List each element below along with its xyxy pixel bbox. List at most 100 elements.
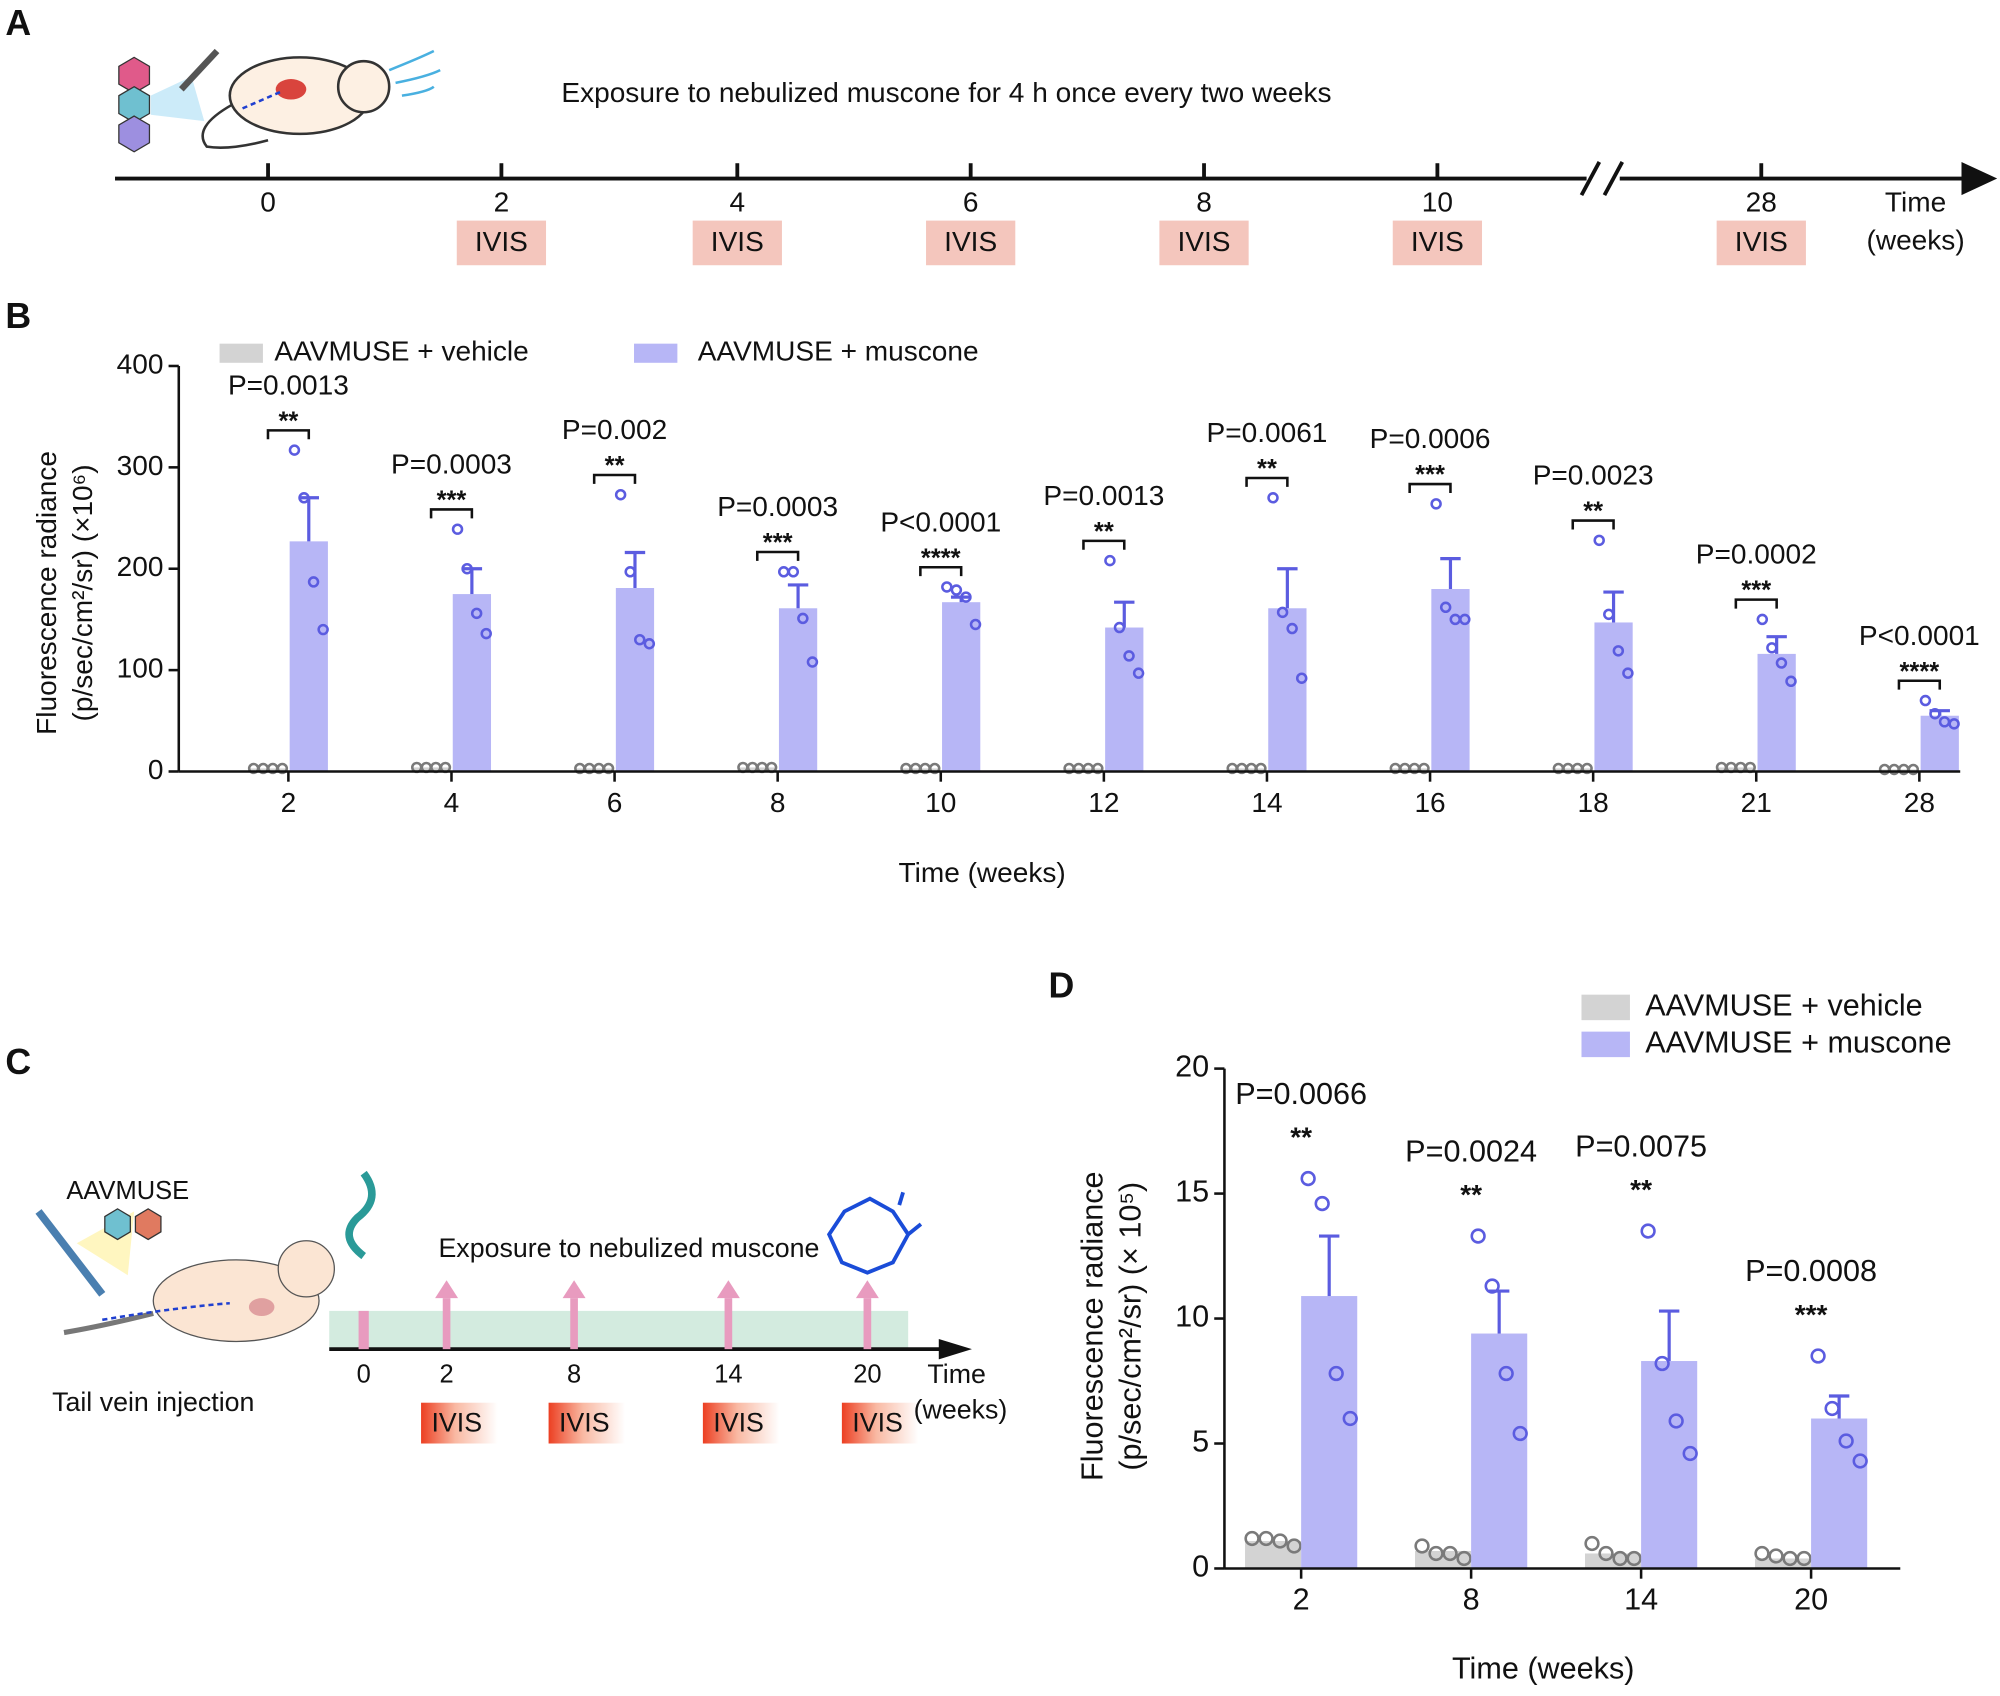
bar xyxy=(1920,715,1959,772)
data-point xyxy=(317,623,329,636)
y-tick-label: 0 xyxy=(148,754,164,785)
legend-swatch xyxy=(634,343,678,363)
data-point xyxy=(1654,1355,1670,1372)
arrowhead xyxy=(1961,161,1998,196)
significance-stars: **** xyxy=(1899,658,1939,686)
x-tick-label: 10 xyxy=(925,787,956,818)
exposure-arrow xyxy=(863,1298,872,1350)
y-tick-label: 20 xyxy=(1175,1050,1209,1084)
data-point xyxy=(1584,1535,1600,1552)
ivis-label: IVIS xyxy=(944,226,997,257)
data-point xyxy=(1430,498,1442,510)
data-point xyxy=(1756,613,1769,626)
p-value: P=0.002 xyxy=(562,414,667,445)
axis-unit: (weeks) xyxy=(1866,225,1964,256)
data-point xyxy=(1640,1223,1656,1239)
data-point xyxy=(1824,1400,1840,1417)
significance-bracket xyxy=(1408,482,1452,494)
x-tick-label: 8 xyxy=(770,787,786,818)
data-point xyxy=(1948,718,1960,730)
significance-bracket xyxy=(592,473,637,484)
significance-bracket xyxy=(755,550,800,561)
data-point xyxy=(1668,1413,1684,1429)
arrowhead xyxy=(938,1338,972,1360)
significance-bracket xyxy=(1734,598,1778,609)
significance-stars: ** xyxy=(1094,518,1114,546)
ivis-box xyxy=(702,1402,780,1444)
data-point xyxy=(1104,554,1116,567)
significance-bracket xyxy=(1897,679,1942,690)
x-axis-label: Time (weeks) xyxy=(899,857,1066,888)
data-point xyxy=(1272,1533,1288,1549)
significance-stars: *** xyxy=(1415,461,1445,489)
ivis-box xyxy=(1392,220,1483,266)
legend-label: AAVMUSE + muscone xyxy=(1645,1025,1951,1059)
data-point xyxy=(634,633,646,646)
significance-stars: *** xyxy=(437,487,467,515)
data-point xyxy=(1498,1365,1514,1382)
tick-label: 4 xyxy=(730,186,746,217)
data-point xyxy=(470,607,483,620)
significance-stars: ** xyxy=(1290,1121,1312,1152)
y-tick-label: 0 xyxy=(1192,1550,1209,1584)
legend-swatch xyxy=(1581,1031,1630,1058)
x-tick-label: 12 xyxy=(1088,787,1119,818)
p-value: P=0.0075 xyxy=(1575,1129,1707,1163)
x-tick-label: 14 xyxy=(1624,1583,1658,1617)
data-point xyxy=(941,581,953,593)
ivis-label: IVIS xyxy=(559,1407,610,1437)
data-point xyxy=(1267,492,1279,504)
significance-stars: ** xyxy=(278,407,298,435)
data-point xyxy=(1907,763,1920,776)
ivis-label: IVIS xyxy=(1735,226,1788,257)
bar xyxy=(1594,622,1633,772)
data-point xyxy=(1442,1545,1458,1562)
data-point xyxy=(1768,1548,1784,1564)
ivis-label: IVIS xyxy=(711,226,764,257)
significance-bracket xyxy=(919,565,963,577)
data-point xyxy=(1092,762,1104,775)
tick-label: 0 xyxy=(357,1361,371,1389)
ivis-label: IVIS xyxy=(431,1407,482,1437)
mouse-illustration xyxy=(118,48,441,153)
x-tick-label: 2 xyxy=(281,787,297,818)
exposure-arrowhead xyxy=(435,1280,459,1299)
p-value: P=0.0002 xyxy=(1696,539,1817,570)
significance-stars: ** xyxy=(1257,455,1277,483)
ivis-box xyxy=(926,220,1016,266)
p-value: P<0.0001 xyxy=(880,506,1001,537)
ivis-box xyxy=(692,220,782,266)
axis-title: Time xyxy=(927,1359,985,1389)
panel-letter: A xyxy=(5,3,31,43)
ivis-label: IVIS xyxy=(713,1407,764,1437)
data-point xyxy=(1598,1545,1614,1562)
tick-label: 20 xyxy=(853,1361,881,1389)
data-point xyxy=(1785,675,1797,688)
tick-label: 8 xyxy=(567,1361,581,1389)
caption: Exposure to nebulized muscone for 4 h on… xyxy=(561,77,1331,108)
ivis-box xyxy=(1159,220,1249,266)
data-point xyxy=(624,566,636,578)
tick-label: 8 xyxy=(1196,186,1212,217)
data-point xyxy=(1470,1228,1486,1244)
bar xyxy=(1757,653,1796,772)
data-point xyxy=(960,591,972,603)
data-point xyxy=(1258,1530,1274,1547)
tick-label: 2 xyxy=(494,186,510,217)
data-point xyxy=(1113,621,1126,634)
legend-label: AAVMUSE + vehicle xyxy=(274,336,528,367)
x-tick-label: 2 xyxy=(1293,1583,1310,1617)
panel-letter: B xyxy=(5,296,31,336)
data-point xyxy=(969,618,982,631)
x-tick-label: 4 xyxy=(444,787,460,818)
y-tick-label: 15 xyxy=(1175,1175,1209,1209)
x-axis-label: Time (weeks) xyxy=(1452,1652,1634,1686)
significance-stars: ** xyxy=(1460,1179,1482,1210)
tick-label: 28 xyxy=(1746,186,1777,217)
data-point xyxy=(1796,1550,1812,1567)
ivis-box xyxy=(421,1402,498,1444)
bar xyxy=(942,602,981,772)
exposure-arrowhead xyxy=(716,1280,740,1299)
data-point xyxy=(1132,667,1145,679)
y-axis-label: Fluorescence radiance xyxy=(31,451,62,735)
